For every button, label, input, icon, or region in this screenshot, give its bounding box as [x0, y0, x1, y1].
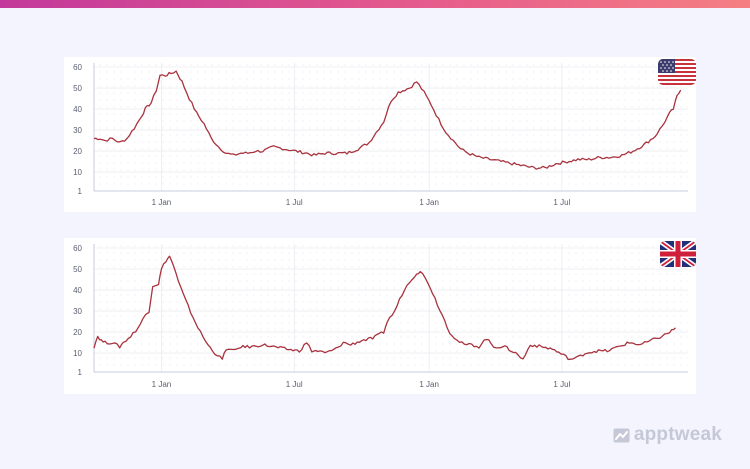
- top-accent-bar: [0, 0, 750, 8]
- y-tick-label: 20: [73, 147, 82, 156]
- us-line-chart: 1 10 20 30 40 50 60 1 Jan 1 Jul 1 Jan 1 Jul: [73, 63, 688, 207]
- plot-area-texture: [94, 244, 688, 372]
- series-line: [93, 70, 682, 170]
- us-chart-panel: 1 10 20 30 40 50 60 1 Jan 1 Jul 1 Jan 1 Jul: [64, 57, 696, 212]
- y-tick-label: 50: [73, 265, 82, 274]
- x-tick-label: 1 Jul: [286, 380, 303, 389]
- x-tick-label: 1 Jan: [419, 380, 439, 389]
- x-tick-label: 1 Jul: [553, 380, 570, 389]
- y-tick-label: 20: [73, 328, 82, 337]
- uk-chart-panel: 1 10 20 30 40 50 60 1 Jan 1 Jul 1 Jan 1 Jul: [64, 238, 696, 394]
- x-tick-label: 1 Jan: [152, 198, 172, 207]
- series-line: [93, 255, 676, 361]
- y-tick-label: 10: [73, 349, 82, 358]
- y-tick-label: 60: [73, 244, 82, 253]
- x-tick-label: 1 Jul: [553, 198, 570, 207]
- x-tick-label: 1 Jul: [286, 198, 303, 207]
- us-flag-icon: [658, 59, 696, 85]
- y-tick-label: 10: [73, 168, 82, 177]
- x-tick-label: 1 Jan: [152, 380, 172, 389]
- y-tick-label: 1: [78, 187, 83, 196]
- x-tick-label: 1 Jan: [419, 198, 439, 207]
- plot-area-texture: [94, 63, 688, 191]
- y-tick-label: 30: [73, 126, 82, 135]
- y-tick-label: 50: [73, 84, 82, 93]
- brand-name: apptweak: [633, 424, 722, 445]
- y-tick-label: 40: [73, 105, 82, 114]
- y-tick-label: 60: [73, 63, 82, 72]
- uk-line-chart: 1 10 20 30 40 50 60 1 Jan 1 Jul 1 Jan 1 Jul: [73, 244, 688, 389]
- y-tick-label: 30: [73, 307, 82, 316]
- y-tick-label: 40: [73, 286, 82, 295]
- apptweak-logo: apptweak: [613, 424, 722, 446]
- uk-flag-icon: [660, 241, 696, 267]
- apptweak-logo-icon: [613, 428, 630, 442]
- y-tick-label: 1: [78, 368, 83, 377]
